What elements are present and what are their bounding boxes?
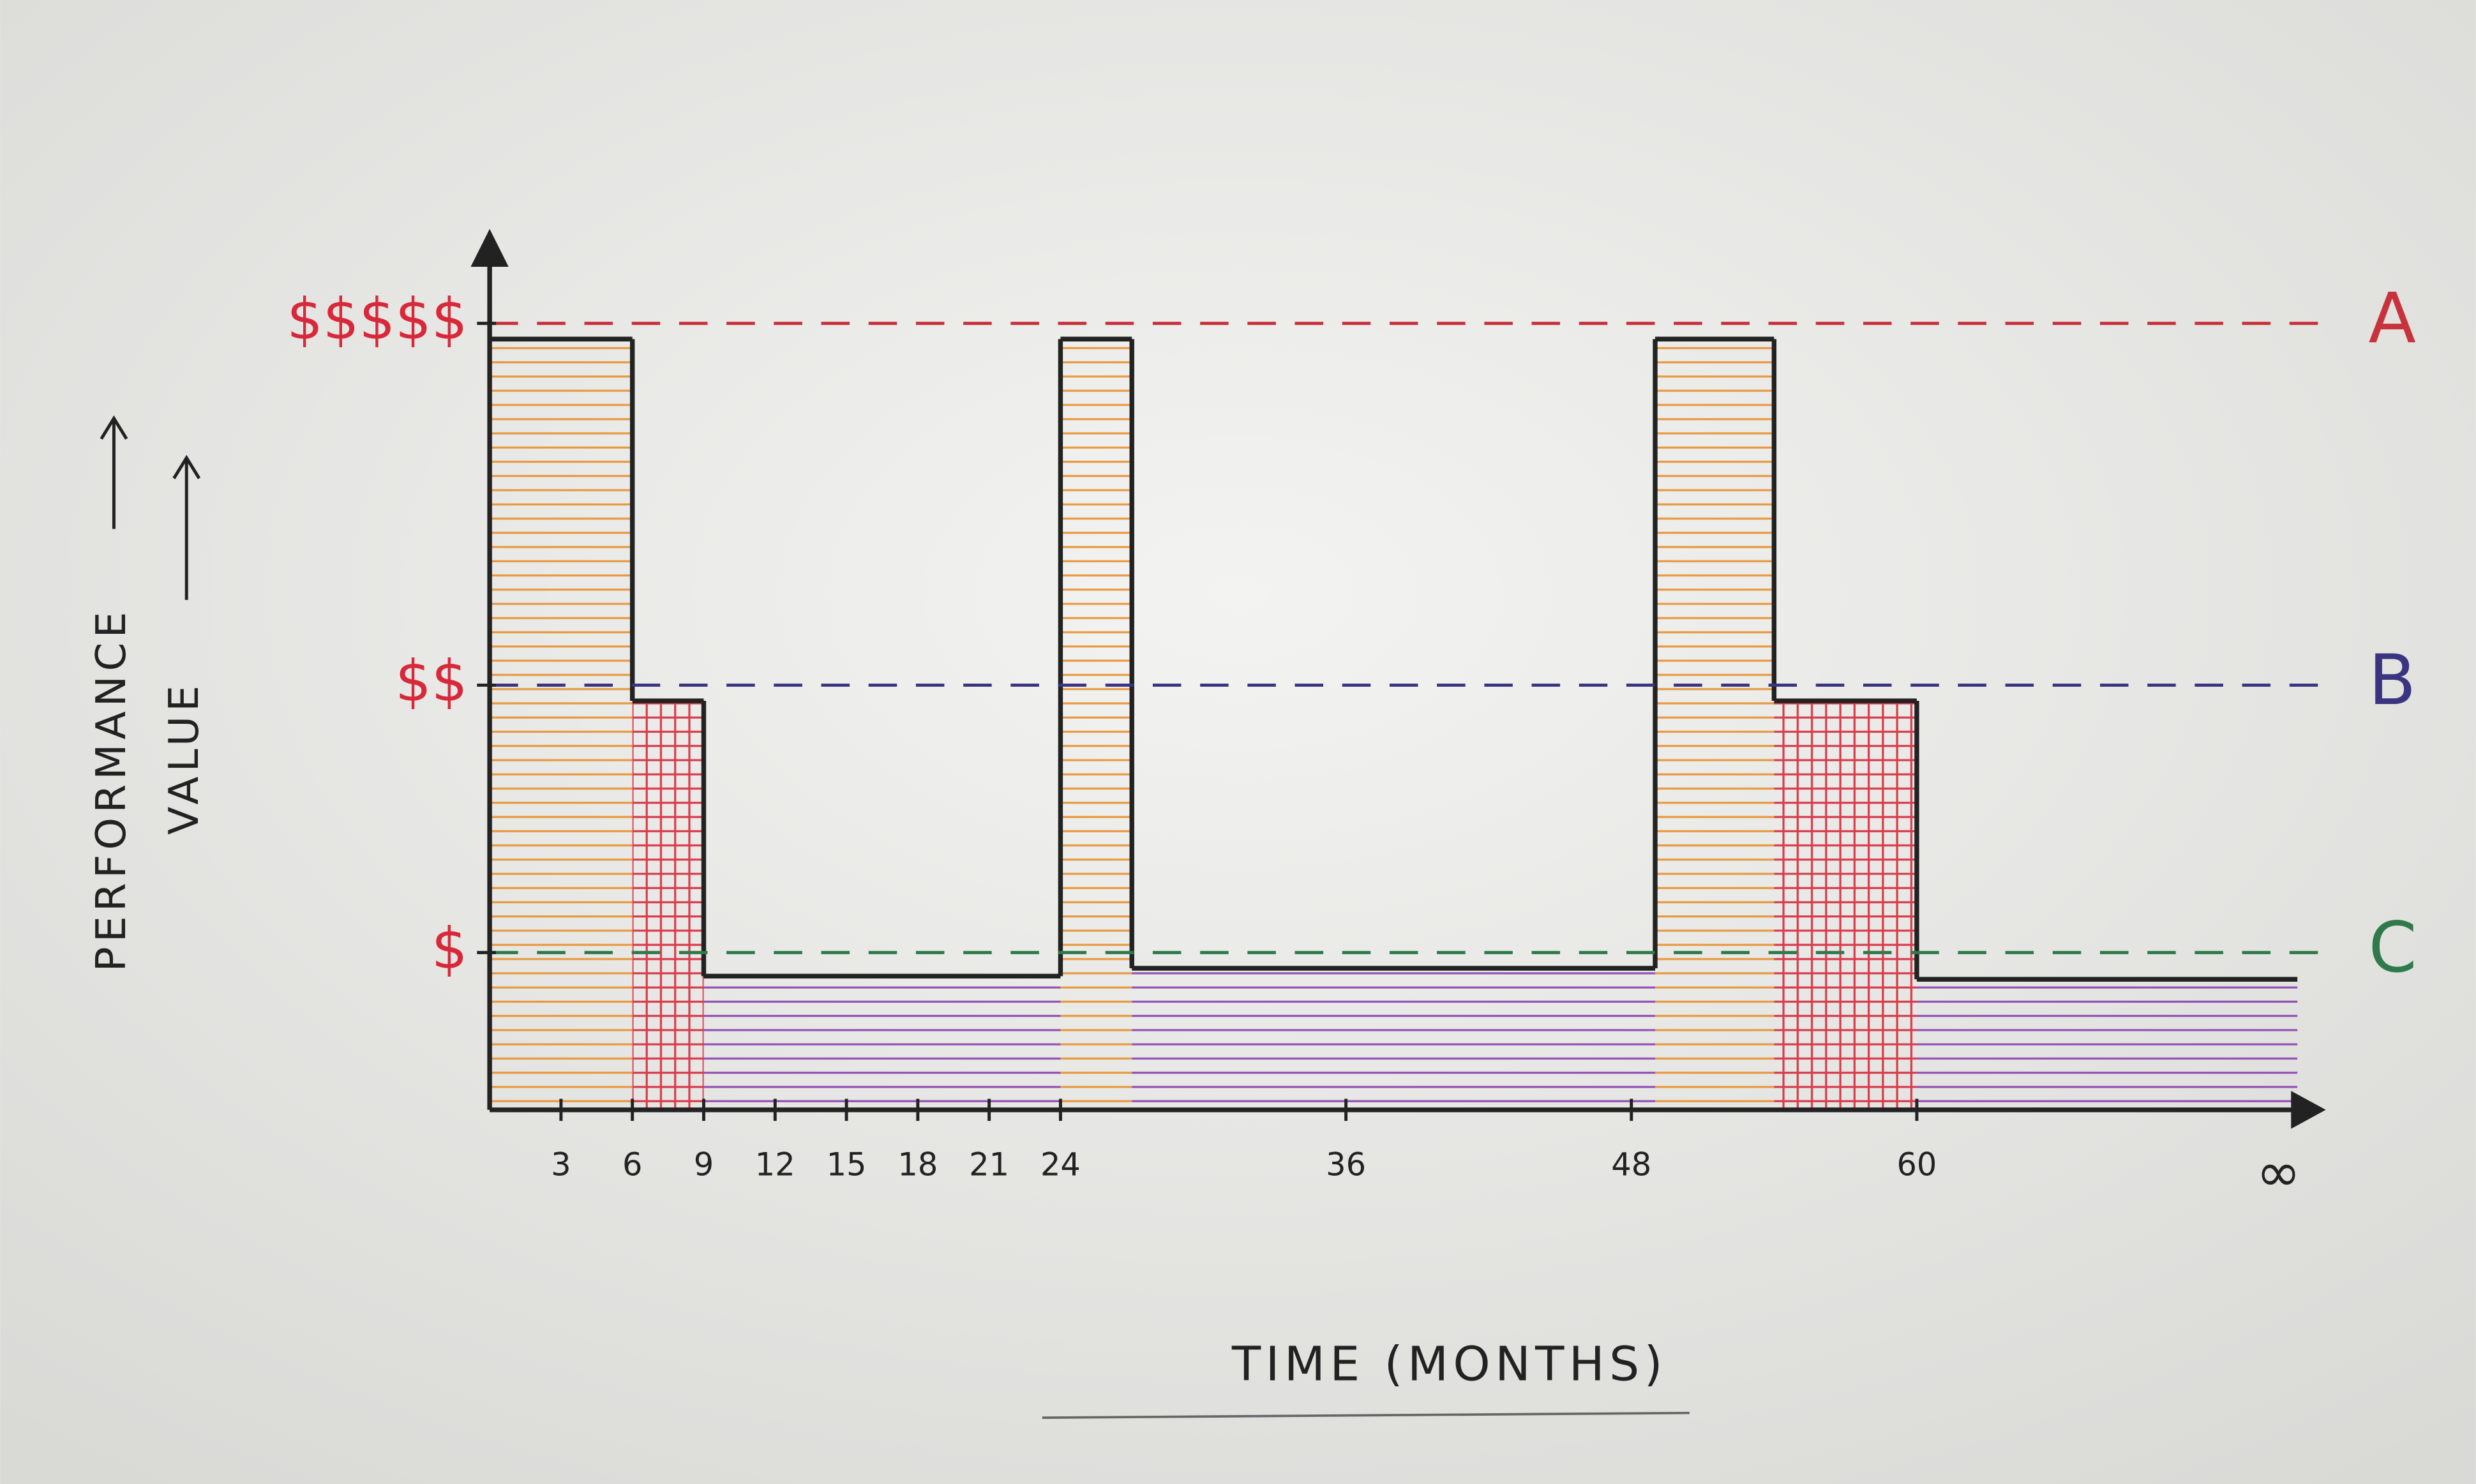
arrow bbox=[100, 415, 128, 529]
underline bbox=[1042, 1411, 1690, 1419]
x-tick-label: 3 bbox=[551, 1146, 571, 1183]
x-tick-label: 15 bbox=[827, 1146, 867, 1183]
step-segment bbox=[1655, 339, 1774, 1110]
x-tick-label: 18 bbox=[897, 1146, 938, 1183]
y-arrow bbox=[470, 229, 509, 267]
x-tick-label: 21 bbox=[969, 1146, 1009, 1183]
x-tick-label: 9 bbox=[694, 1146, 714, 1183]
x-arrow bbox=[2291, 1091, 2326, 1129]
x-tick-label: 12 bbox=[755, 1146, 795, 1183]
reference-label: A bbox=[2368, 278, 2415, 359]
y-tick-label: $ bbox=[431, 915, 468, 982]
x-end-label: ∞ bbox=[2256, 1141, 2300, 1204]
y-tick-label: $$ bbox=[395, 648, 467, 714]
y-tick-label: $$$$$ bbox=[287, 286, 467, 352]
x-tick-label: 24 bbox=[1040, 1146, 1081, 1183]
y-axis-label: PERFORMANCE bbox=[87, 607, 135, 971]
step-segment bbox=[1916, 979, 2298, 1110]
x-tick-label: 36 bbox=[1326, 1146, 1366, 1183]
step-segment bbox=[1774, 701, 1917, 1110]
y-axis-label: VALUE bbox=[160, 681, 208, 835]
reference-label: B bbox=[2368, 640, 2416, 721]
step-segment bbox=[1060, 339, 1132, 1110]
x-tick-label: 6 bbox=[622, 1146, 642, 1183]
x-tick-label: 60 bbox=[1896, 1146, 1937, 1183]
reference-label: C bbox=[2368, 907, 2417, 988]
step-segment bbox=[1132, 968, 1656, 1110]
step-segment bbox=[632, 701, 704, 1110]
step-segment bbox=[490, 339, 633, 1110]
x-axis-label: TIME (MONTHS) bbox=[1231, 1337, 1667, 1391]
step-segment bbox=[703, 976, 1061, 1110]
plot: ABC∞3 6 9 12 15 18 21 24 36 48 60$$$$$$$$ bbox=[287, 229, 2417, 1204]
x-tick-label: 48 bbox=[1611, 1146, 1651, 1183]
arrow bbox=[172, 454, 201, 600]
